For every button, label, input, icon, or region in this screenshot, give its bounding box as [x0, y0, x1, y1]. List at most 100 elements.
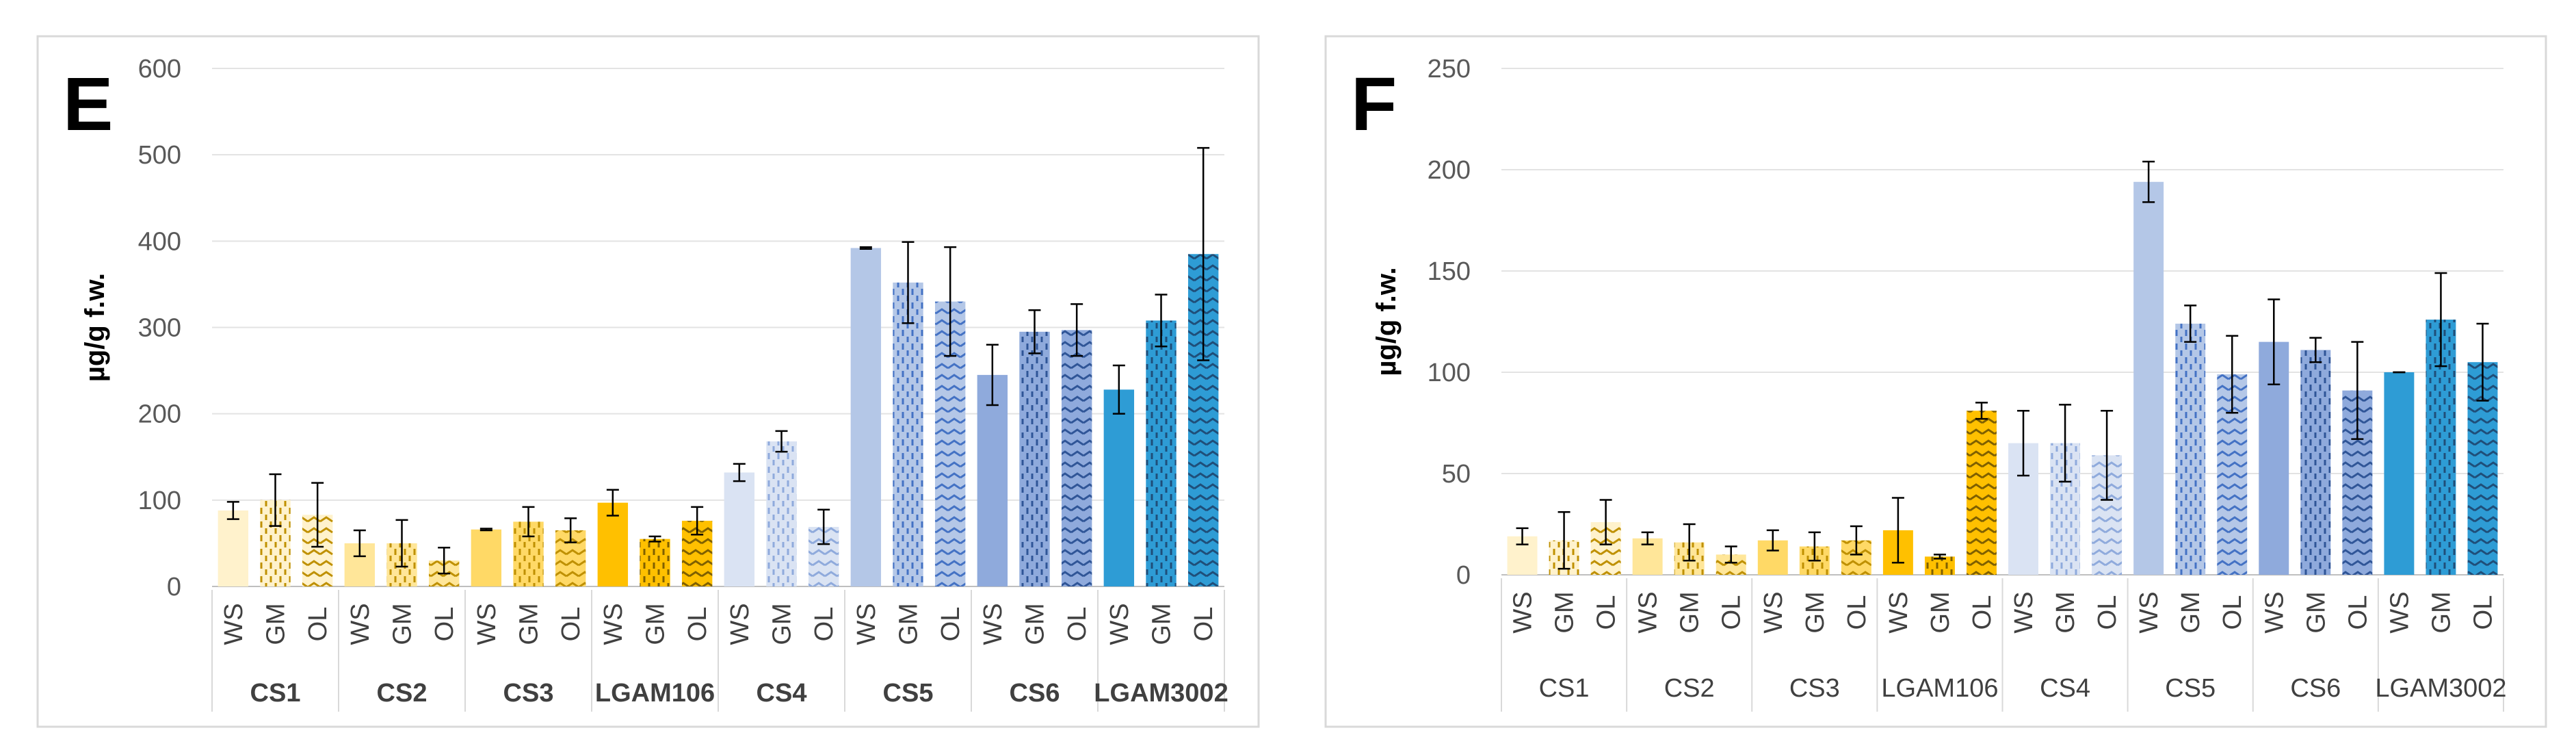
x-tick-label: WS — [473, 603, 501, 645]
y-tick-label: 0 — [167, 573, 181, 602]
x-tick-label: WS — [2135, 591, 2164, 633]
x-tick-label: GM — [2427, 591, 2456, 633]
x-tick-label: OL — [1718, 595, 1746, 630]
x-tick-label: GM — [1148, 603, 1177, 645]
x-tick-label: OL — [557, 607, 586, 642]
group-label: CS2 — [1664, 674, 1715, 703]
x-tick-label: WS — [1634, 591, 1663, 633]
y-axis-label: µg/g f.w. — [1371, 267, 1402, 376]
bar-cs5-gm — [893, 282, 923, 586]
y-tick-label: 600 — [138, 55, 181, 83]
y-tick-label: 100 — [1428, 359, 1471, 387]
x-tick-label: WS — [1759, 591, 1788, 633]
group-label: CS3 — [1789, 674, 1840, 703]
bar-cs6-gm — [2300, 350, 2331, 575]
bar-lgam3002-gm — [1146, 320, 1177, 586]
bar-lgam106-ws — [597, 502, 629, 586]
y-tick-label: 250 — [1428, 55, 1471, 83]
x-tick-label: OL — [2343, 595, 2372, 630]
bar-cs5-ws — [2133, 181, 2164, 575]
group-label: CS2 — [377, 679, 428, 708]
chart-frame — [1324, 35, 2547, 728]
y-tick-label: 400 — [138, 227, 181, 256]
x-tick-label: WS — [1509, 591, 1538, 633]
group-label: CS4 — [757, 679, 807, 708]
x-tick-label: OL — [2093, 595, 2122, 630]
group-label: CS5 — [2165, 674, 2216, 703]
chart-panel-e: 0 100 200 300 400 500 600 µg/g f.w. E WS GM OL CS1 WS… — [36, 35, 1260, 728]
x-tick-label: WS — [2385, 591, 2414, 633]
group-label: CS6 — [2290, 674, 2341, 703]
x-tick-label: WS — [979, 603, 1008, 645]
x-tick-label: WS — [2010, 591, 2038, 633]
y-tick-label: 0 — [1456, 561, 1471, 590]
x-tick-label: GM — [515, 603, 544, 645]
bar-cs5-ws — [850, 248, 882, 586]
bar-cs6-gm — [1019, 331, 1050, 586]
bar-lgam106-gm — [1924, 556, 1955, 575]
bar-cs4-ws — [724, 472, 755, 586]
x-tick-label: GM — [1801, 591, 1830, 633]
x-tick-label: OL — [1968, 595, 1997, 630]
bar-lgam106-gm — [640, 539, 670, 586]
chart-panel-f: 0 50 100 150 200 250 µg/g f.w. F WS GM OL CS1 WS GM OL… — [1324, 35, 2547, 728]
group-label: CS1 — [250, 679, 301, 708]
x-tick-label: WS — [1884, 591, 1913, 633]
x-tick-label: GM — [2051, 591, 2080, 633]
x-tick-label: GM — [1676, 591, 1705, 633]
x-tick-label: GM — [262, 603, 291, 645]
bar-cs3-ws — [471, 529, 502, 586]
x-tick-label: OL — [936, 607, 965, 642]
group-label: CS1 — [1539, 674, 1590, 703]
x-tick-label: OL — [810, 607, 839, 642]
x-tick-label: GM — [1926, 591, 1955, 633]
x-tick-label: WS — [220, 603, 248, 645]
x-tick-label: WS — [2260, 591, 2289, 633]
y-tick-label: 150 — [1428, 257, 1471, 286]
group-label: LGAM3002 — [2375, 674, 2506, 703]
x-tick-label: GM — [2302, 591, 2330, 633]
x-tick-label: OL — [1592, 595, 1621, 630]
x-tick-label: OL — [2218, 595, 2247, 630]
x-tick-label: WS — [599, 603, 628, 645]
bar-lgam3002-ws — [2384, 372, 2415, 575]
y-tick-label: 200 — [138, 400, 181, 429]
x-tick-label: GM — [768, 603, 797, 645]
x-tick-label: GM — [2177, 591, 2205, 633]
x-tick-label: WS — [1105, 603, 1134, 645]
x-tick-label: GM — [1021, 603, 1050, 645]
x-tick-label: WS — [852, 603, 881, 645]
group-label: CS3 — [503, 679, 554, 708]
panel-letter: F — [1351, 62, 1397, 146]
group-label: CS4 — [2040, 674, 2090, 703]
x-tick-label: WS — [346, 603, 375, 645]
y-tick-label: 100 — [138, 487, 181, 515]
bar-cs6-ws — [977, 374, 1008, 586]
bar-cs1-ws — [218, 510, 249, 586]
x-tick-label: OL — [1843, 595, 1871, 630]
x-tick-label: GM — [642, 603, 670, 645]
group-label: LGAM106 — [595, 679, 715, 708]
x-tick-label: GM — [1551, 591, 1579, 633]
x-tick-label: WS — [726, 603, 754, 645]
x-tick-label: OL — [430, 607, 459, 642]
y-tick-label: 200 — [1428, 156, 1471, 185]
x-tick-label: OL — [1063, 607, 1092, 642]
bar-lgam106-ol — [1967, 411, 1997, 575]
x-tick-label: GM — [389, 603, 417, 645]
x-tick-label: GM — [895, 603, 923, 645]
x-tick-label: OL — [1190, 607, 1218, 642]
x-tick-label: OL — [683, 607, 712, 642]
bar-cs6-ol — [1061, 330, 1092, 586]
bar-cs4-gm — [766, 441, 797, 586]
chart-frame — [36, 35, 1260, 728]
bar-cs5-gm — [2175, 323, 2206, 575]
group-label: LGAM3002 — [1094, 679, 1228, 708]
y-tick-label: 500 — [138, 141, 181, 170]
panel-letter: E — [63, 62, 113, 146]
y-tick-label: 300 — [138, 314, 181, 343]
x-tick-label: OL — [304, 607, 332, 642]
group-label: CS5 — [883, 679, 934, 708]
